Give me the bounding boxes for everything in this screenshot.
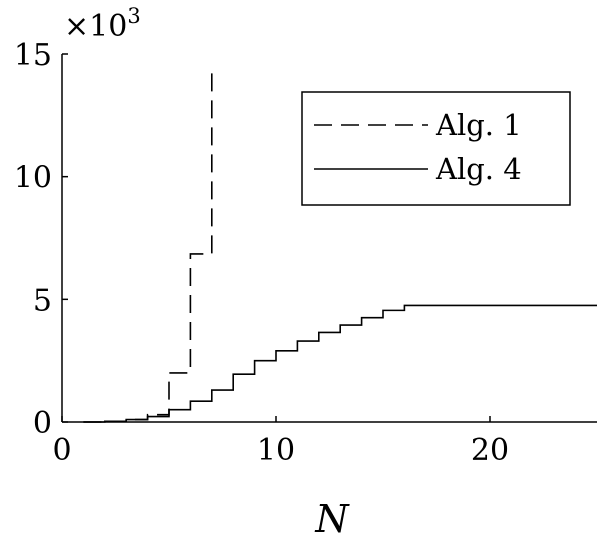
x-tick-label: 20 (471, 433, 509, 468)
legend-label-2: Alg. 4 (435, 152, 522, 186)
x-axis-label: N (314, 497, 350, 541)
series-layer (83, 66, 597, 423)
series-line-2 (83, 304, 597, 423)
x-tick-label: 0 (52, 433, 71, 468)
legend: Alg. 1 Alg. 4 (301, 91, 571, 206)
y-multiplier-label: ×103 (64, 4, 141, 44)
y-tick-label: 0 (33, 406, 52, 441)
series-line-1 (83, 66, 213, 423)
y-multiplier-base: ×10 (64, 9, 127, 44)
axes: 0 10 20 0 5 10 15 ×103 N (14, 4, 597, 541)
y-tick-label: 10 (14, 161, 52, 196)
y-tick-label: 5 (33, 283, 52, 318)
y-multiplier-exponent: 3 (127, 4, 140, 28)
y-tick-label: 15 (14, 38, 52, 73)
legend-label-1: Alg. 1 (435, 108, 522, 142)
legend-box (301, 91, 571, 206)
x-tick-label: 10 (257, 433, 295, 468)
